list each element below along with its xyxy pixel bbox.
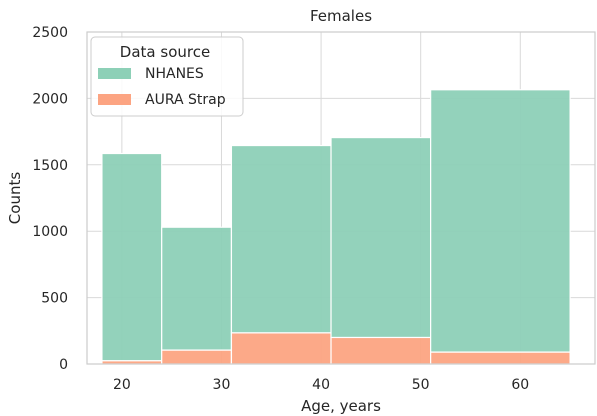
bar-nhanes-bin-4 <box>330 136 432 339</box>
x-tick-label: 60 <box>511 377 529 393</box>
bar-aura-strap-bin-4 <box>330 336 432 365</box>
y-tick-label: 2500 <box>32 25 68 41</box>
x-tick-labels: 20 30 40 50 60 <box>113 377 529 393</box>
y-tick-labels: 0 500 1000 1500 2000 2500 <box>32 25 68 373</box>
bar-aura-strap-bin-2 <box>161 349 233 365</box>
x-axis-label: Age, years <box>301 397 381 415</box>
legend: Data source NHANES AURA Strap <box>90 36 244 117</box>
y-axis-label: Counts <box>6 172 24 225</box>
x-tick-label: 30 <box>213 377 231 393</box>
y-tick-label: 0 <box>59 357 68 373</box>
bar-nhanes-bin-3 <box>230 144 332 334</box>
legend-swatch-nhanes <box>98 68 131 79</box>
legend-title: Data source <box>120 43 210 61</box>
axes-frame <box>86 31 596 365</box>
legend-swatch-aura-strap <box>98 94 131 105</box>
bar-nhanes-bin-1 <box>101 152 163 362</box>
plot-frame <box>86 31 596 365</box>
y-tick-label: 500 <box>41 291 68 307</box>
bar-nhanes-bin-2 <box>161 226 233 351</box>
y-tick-label: 1000 <box>32 224 68 240</box>
x-tick-label: 40 <box>312 377 330 393</box>
bar-aura-strap-bin-3 <box>230 332 332 365</box>
legend-label-nhanes: NHANES <box>145 66 204 82</box>
y-tick-label: 2000 <box>32 91 68 107</box>
chart-title: Females <box>310 7 372 25</box>
legend-label-aura-strap: AURA Strap <box>145 92 226 108</box>
y-tick-label: 1500 <box>32 158 68 174</box>
bars <box>101 89 571 365</box>
x-tick-label: 50 <box>412 377 430 393</box>
x-tick-label: 20 <box>113 377 131 393</box>
bar-nhanes-bin-5 <box>430 89 571 353</box>
bar-aura-strap-bin-5 <box>430 351 571 365</box>
